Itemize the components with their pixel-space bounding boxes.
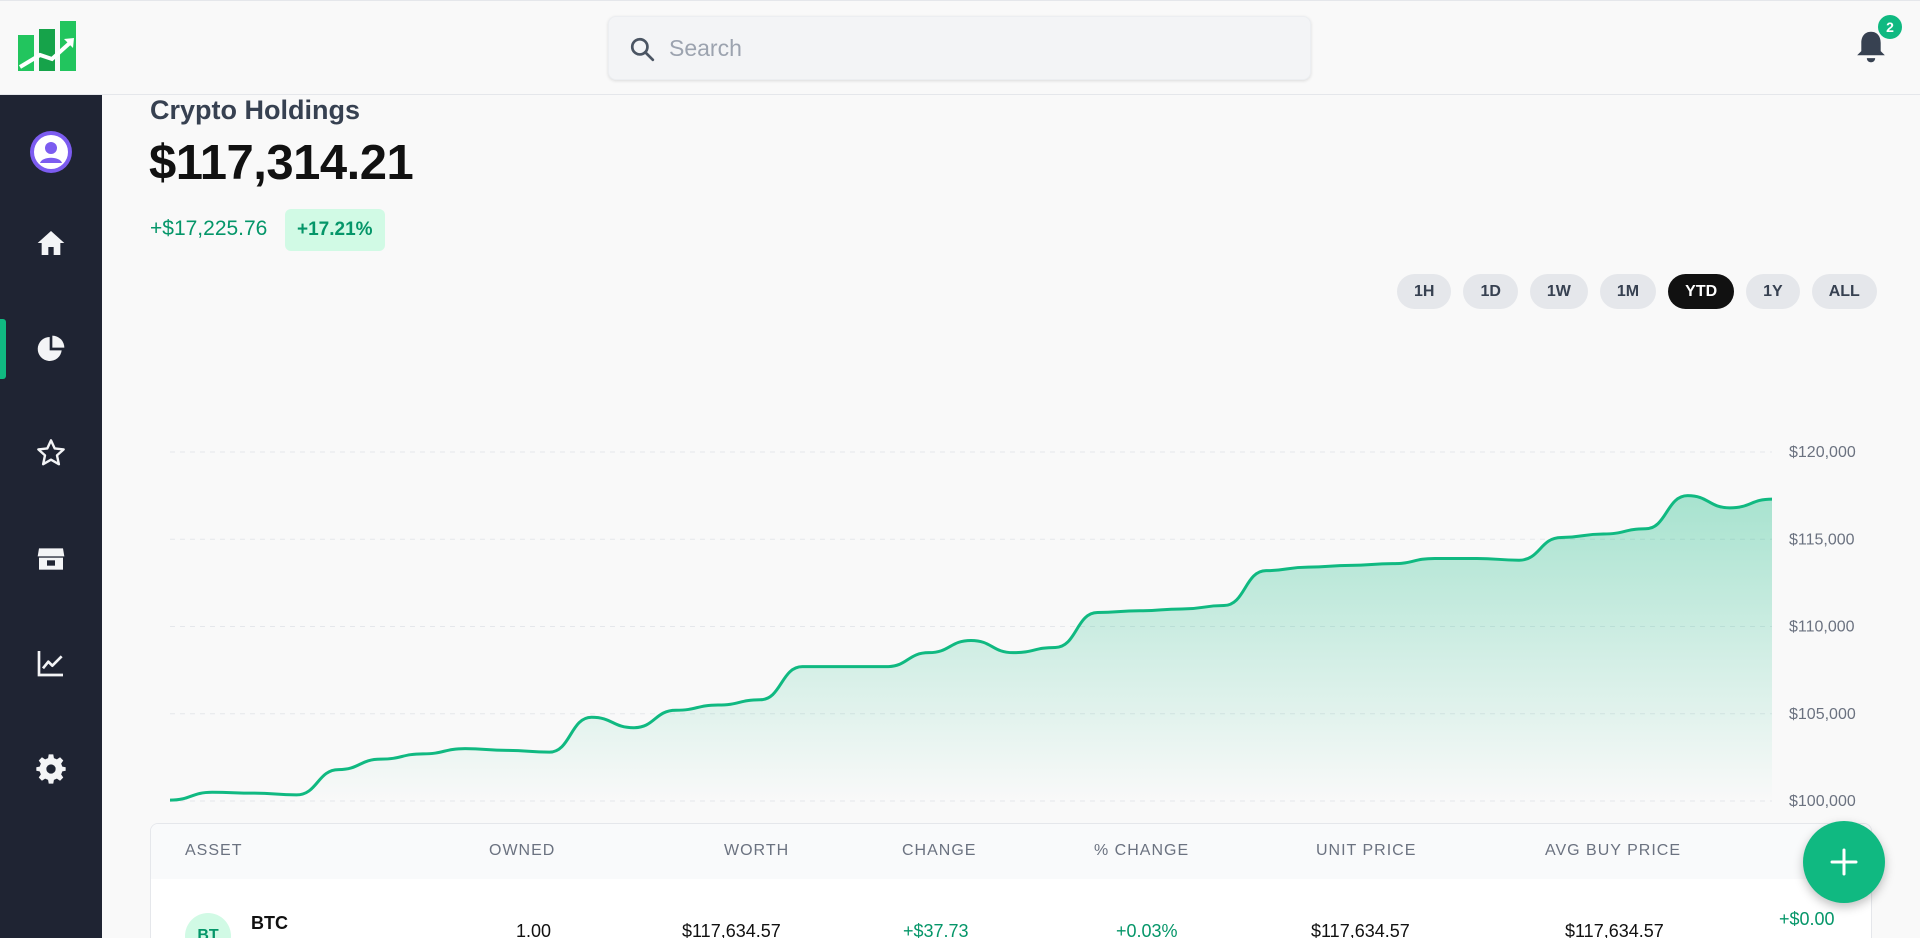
owned-value: 1.00	[516, 921, 552, 938]
holdings-table: ASSET OWNED WORTH CHANGE % CHANGE UNIT P…	[150, 823, 1872, 938]
search-icon	[630, 37, 655, 62]
change-value: +$37.73	[903, 921, 969, 938]
unit-price-value: $117,634.57	[1311, 921, 1410, 938]
store-icon	[37, 548, 65, 570]
sidebar-item-store[interactable]	[0, 529, 102, 589]
worth-value: $117,634.57	[682, 921, 781, 938]
portfolio-total-value: $117,314.21	[149, 136, 414, 190]
range-button-1h[interactable]: 1H	[1397, 274, 1452, 309]
column-header-change[interactable]: CHANGE	[902, 842, 977, 859]
range-button-1y[interactable]: 1Y	[1746, 274, 1800, 309]
main-content: Crypto Holdings $117,314.21 +$17,225.76 …	[102, 95, 1920, 938]
time-range-selector: 1H 1D 1W 1M YTD 1Y ALL	[1397, 274, 1877, 309]
page-title: Crypto Holdings	[150, 95, 360, 125]
home-icon	[37, 231, 65, 255]
column-header-unit-price[interactable]: UNIT PRICE	[1316, 842, 1417, 859]
chart-y-tick-label: $105,000	[1789, 706, 1856, 723]
range-button-1m[interactable]: 1M	[1599, 274, 1657, 309]
range-button-all[interactable]: ALL	[1811, 274, 1877, 309]
portfolio-gain-percent-badge: +17.21%	[285, 209, 385, 251]
column-header-asset[interactable]: ASSET	[185, 842, 243, 859]
column-header-worth[interactable]: WORTH	[724, 842, 790, 859]
range-button-1w[interactable]: 1W	[1529, 274, 1588, 309]
portfolio-chart[interactable]: $100,000 $105,000 $110,000 $115,000 $120,000…	[102, 325, 1920, 855]
user-icon	[34, 135, 68, 169]
sidebar-active-indicator	[0, 319, 6, 379]
sidebar-item-settings[interactable]	[0, 739, 102, 799]
asset-icon: BT	[185, 913, 231, 938]
range-button-1d[interactable]: 1D	[1463, 274, 1518, 309]
table-header: ASSET OWNED WORTH CHANGE % CHANGE UNIT P…	[151, 824, 1871, 879]
sidebar-item-watchlist[interactable]	[0, 423, 102, 483]
table-row[interactable]: BT BTC 1.00 $117,634.57 +$37.73 +0.03% $…	[151, 879, 1871, 938]
chart-area	[170, 495, 1772, 801]
gear-icon	[36, 754, 66, 784]
add-holding-button[interactable]	[1803, 821, 1885, 903]
sidebar-item-analytics[interactable]	[0, 633, 102, 693]
search-bar[interactable]	[608, 16, 1311, 80]
chart-y-tick-label: $100,000	[1789, 793, 1856, 810]
sidebar-item-portfolio[interactable]	[0, 319, 102, 379]
chart-y-tick-label: $110,000	[1789, 619, 1855, 636]
line-chart-icon	[37, 651, 63, 677]
sidebar	[0, 95, 102, 938]
column-header-percent-change[interactable]: % CHANGE	[1094, 842, 1190, 859]
app-logo-icon[interactable]	[18, 21, 76, 71]
chart-line	[169, 494, 1773, 802]
top-bar: 2	[0, 0, 1920, 95]
bell-icon[interactable]	[1854, 29, 1888, 65]
column-header-owned[interactable]: OWNED	[489, 842, 556, 859]
notification-badge: 2	[1876, 13, 1904, 41]
star-icon	[37, 439, 65, 466]
search-input[interactable]	[669, 17, 1289, 79]
profit-loss-value: +$0.00	[1779, 909, 1835, 929]
avg-buy-price-value: $117,634.57	[1565, 921, 1664, 938]
range-button-ytd[interactable]: YTD	[1668, 274, 1735, 309]
column-header-avg-buy-price[interactable]: AVG BUY PRICE	[1545, 842, 1681, 859]
avatar[interactable]	[30, 131, 72, 173]
sidebar-item-home[interactable]	[0, 213, 102, 273]
chart-y-tick-label: $115,000	[1789, 531, 1855, 548]
portfolio-gain: +$17,225.76	[150, 217, 268, 240]
pie-chart-icon	[37, 335, 65, 361]
plus-icon	[1830, 848, 1858, 876]
percent-change-value: +0.03%	[1116, 921, 1178, 938]
asset-symbol: BTC	[251, 913, 288, 933]
chart-y-tick-label: $120,000	[1789, 444, 1856, 461]
